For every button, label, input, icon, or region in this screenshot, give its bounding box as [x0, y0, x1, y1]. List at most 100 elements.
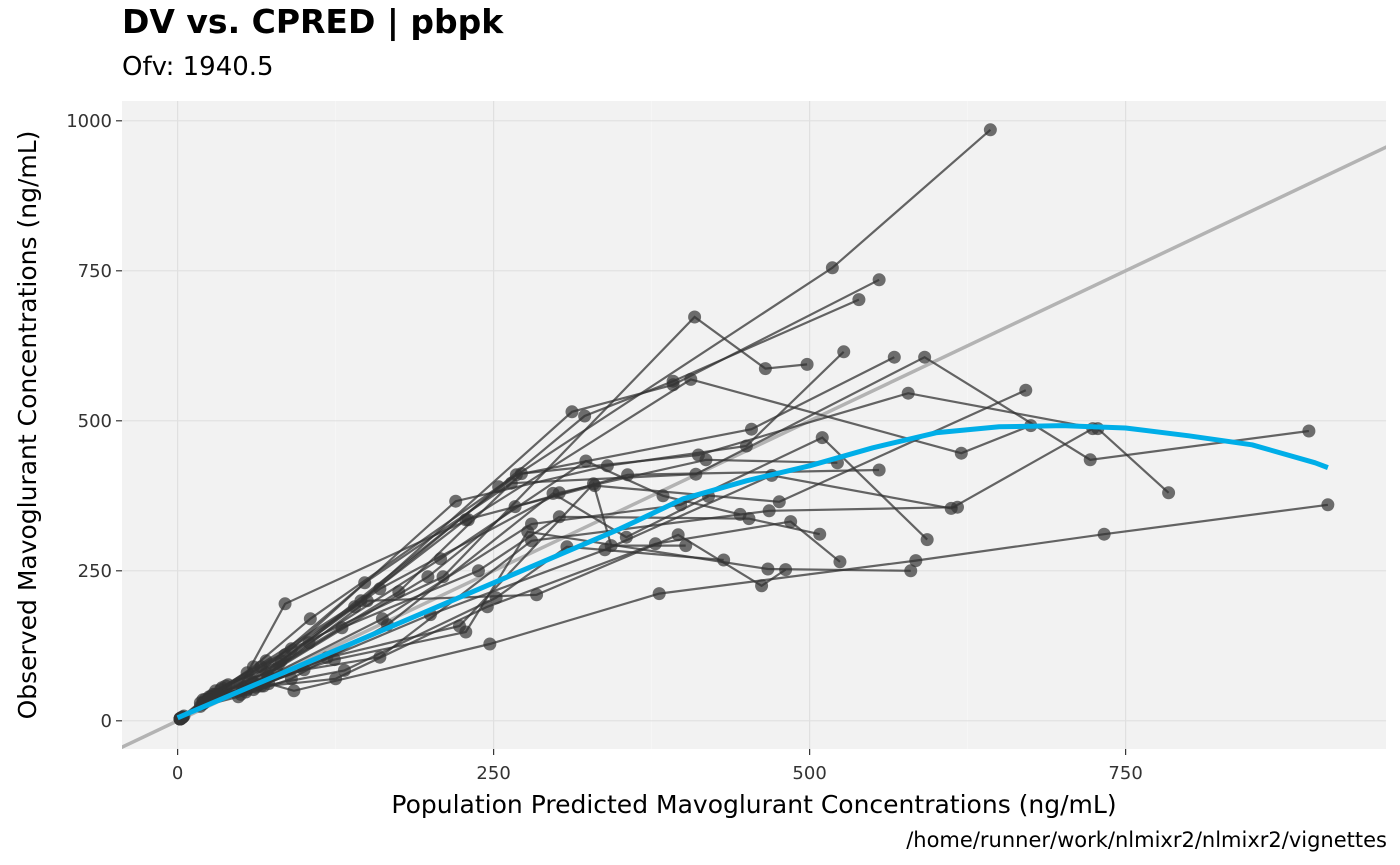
data-point [604, 539, 618, 553]
data-point [514, 467, 528, 481]
data-point [901, 386, 915, 400]
data-point [909, 554, 923, 568]
x-tick-label: 250 [476, 763, 510, 784]
data-point [1019, 383, 1033, 397]
data-point [452, 619, 466, 633]
data-point [944, 501, 958, 515]
data-point [434, 552, 448, 566]
data-point [471, 564, 485, 578]
chart-subtitle: Ofv: 1940.5 [122, 52, 274, 82]
data-point [954, 446, 968, 460]
data-point [656, 489, 670, 503]
data-point [358, 576, 372, 590]
data-point [779, 563, 793, 577]
data-point [733, 507, 747, 521]
data-point [621, 468, 635, 482]
x-tick-label: 0 [172, 763, 183, 784]
data-point [679, 539, 693, 553]
x-tick-label: 500 [792, 763, 826, 784]
data-point [360, 594, 374, 608]
data-point [887, 350, 901, 364]
data-point [337, 663, 351, 677]
data-point [918, 350, 932, 364]
data-point [739, 439, 753, 453]
y-axis: 0 250 500 750 1000 [66, 111, 122, 732]
data-point [284, 672, 298, 686]
data-point [872, 463, 886, 477]
data-point [546, 486, 560, 500]
data-point [983, 123, 997, 137]
data-point [1162, 486, 1176, 500]
data-point [579, 454, 593, 468]
data-point [920, 533, 934, 547]
y-tick-label: 250 [78, 561, 112, 582]
data-point [303, 612, 317, 626]
data-point [492, 480, 506, 494]
data-point [813, 527, 827, 541]
data-point [373, 650, 387, 664]
data-point [278, 597, 292, 611]
data-point [648, 537, 662, 551]
data-point [565, 405, 579, 419]
data-point [480, 600, 494, 614]
data-point [671, 528, 685, 542]
x-axis-title: Population Predicted Mavoglurant Concent… [391, 790, 1116, 819]
data-point [600, 459, 614, 473]
data-point [872, 273, 886, 287]
data-point [436, 570, 450, 584]
y-tick-label: 0 [101, 711, 112, 732]
data-point [1083, 453, 1097, 467]
data-point [758, 362, 772, 376]
data-point [392, 585, 406, 599]
data-point [504, 476, 518, 490]
smooth-trend-line [176, 423, 1329, 721]
data-point [717, 553, 731, 567]
data-point [825, 261, 839, 275]
data-point [329, 672, 343, 686]
data-point [373, 582, 387, 596]
data-point [1302, 424, 1316, 438]
smooth-line-group [176, 423, 1329, 721]
data-point [348, 600, 362, 614]
data-point [762, 504, 776, 518]
points-group [173, 123, 1335, 726]
data-point [689, 467, 703, 481]
data-point [684, 372, 698, 386]
data-point [761, 562, 775, 576]
data-point [525, 534, 539, 548]
data-point [837, 345, 851, 359]
data-point [784, 515, 798, 529]
y-tick-label: 1000 [66, 111, 112, 132]
file-path-caption: /home/runner/work/nlmixr2/nlmixr2/vignet… [906, 828, 1387, 852]
data-point [1321, 498, 1335, 512]
data-point [833, 555, 847, 569]
data-point [586, 477, 600, 491]
x-axis: 0 250 500 750 [172, 749, 1143, 784]
data-point [421, 570, 435, 584]
data-point [530, 588, 544, 602]
data-point [489, 591, 503, 605]
data-point [815, 431, 829, 445]
data-point [904, 564, 918, 578]
data-point [552, 510, 566, 524]
y-axis-title: Observed Mavoglurant Concentrations (ng/… [13, 131, 42, 720]
y-tick-label: 500 [78, 411, 112, 432]
data-point [852, 293, 866, 307]
data-point [302, 636, 316, 650]
data-point [459, 513, 473, 527]
data-point [335, 621, 349, 635]
data-point [508, 500, 522, 514]
x-tick-label: 750 [1108, 763, 1142, 784]
data-point [652, 587, 666, 601]
data-point [744, 422, 758, 436]
data-point [578, 409, 592, 423]
data-point [688, 310, 702, 324]
data-point [483, 637, 497, 651]
data-point [772, 495, 786, 509]
data-point [699, 453, 713, 467]
data-point [287, 684, 301, 698]
data-point [449, 494, 463, 508]
data-point [1097, 527, 1111, 541]
data-point [619, 530, 633, 544]
